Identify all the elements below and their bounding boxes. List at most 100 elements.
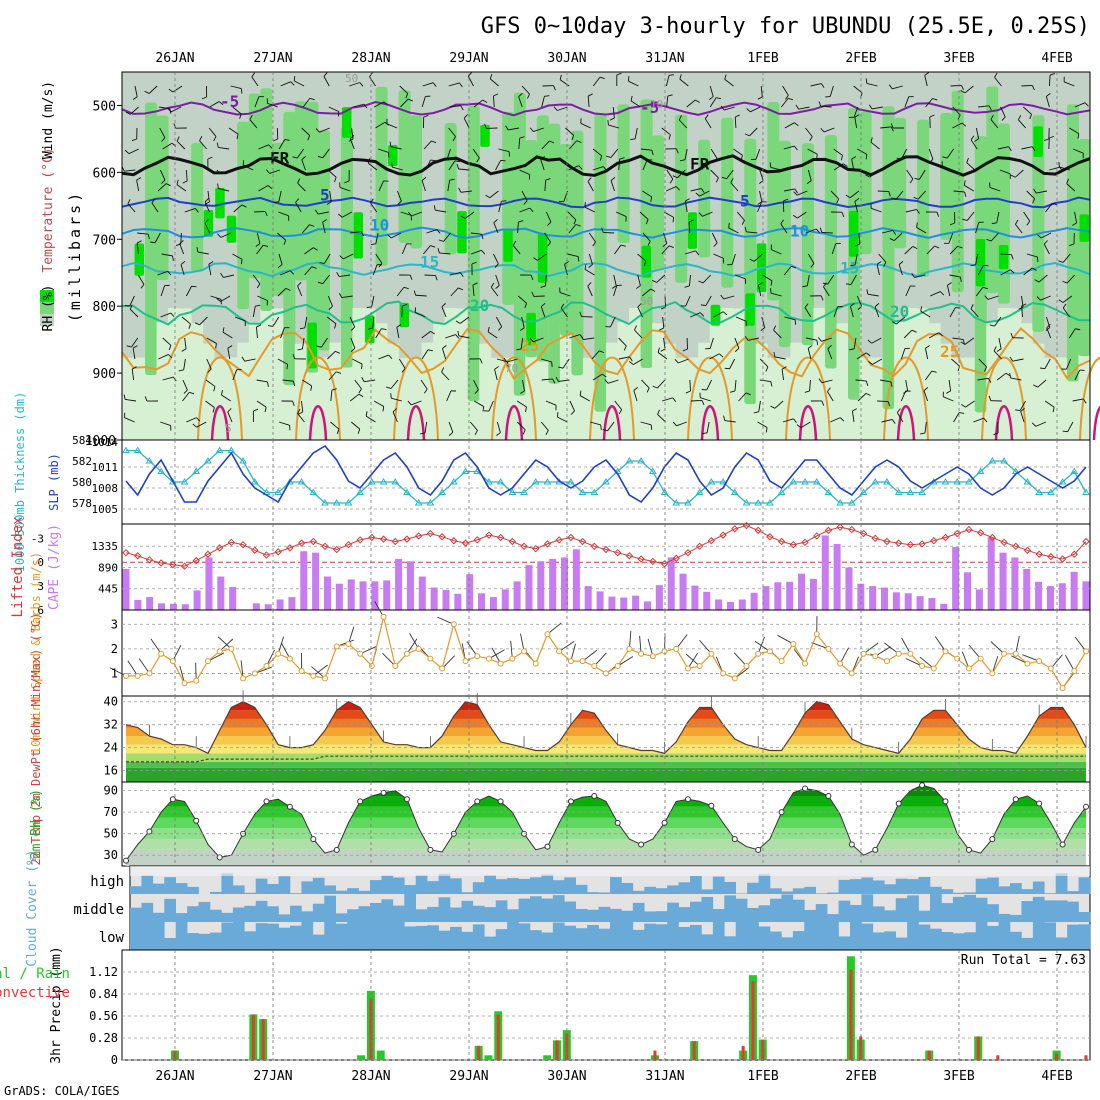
wind-barb (458, 168, 470, 171)
wind10m-marker (169, 658, 176, 665)
wind-barb-flag (914, 178, 920, 180)
wind-barb (506, 358, 518, 363)
wind-barb (278, 253, 283, 265)
cloud-cell (907, 879, 919, 894)
wind-barb (588, 232, 596, 243)
wind-barb-flag (427, 349, 433, 352)
wind-barb-flag (983, 417, 988, 423)
thickness-marker (461, 467, 470, 474)
wind-barb (494, 369, 498, 381)
wind-barb (519, 169, 530, 175)
wind-barb-flag (587, 93, 593, 97)
wind-barb (392, 411, 398, 423)
top-date-label: 3FEB (943, 51, 974, 66)
wind-barb-flag (1018, 306, 1024, 310)
cloud-cell (210, 909, 222, 922)
cloud-cell (690, 876, 702, 894)
wind-barb-flag (785, 95, 789, 100)
wind-barb (662, 397, 673, 402)
wind-barb-flag (962, 218, 968, 221)
wind-barb-flag (810, 263, 815, 268)
wind-barb-flag (531, 291, 535, 297)
cape-bar (442, 589, 450, 610)
lifted-marker (590, 542, 599, 551)
cloud-cell (564, 925, 577, 950)
wind-barb (613, 285, 618, 297)
wind-barb-flag (326, 201, 332, 205)
wind-barb (396, 287, 405, 297)
wind-barb (517, 221, 519, 234)
rh-green-column (525, 139, 538, 358)
wind-barb (559, 79, 570, 87)
cape-bar (1023, 568, 1031, 610)
pressure-tick-label: 600 (93, 166, 116, 181)
wind-barb (949, 307, 956, 318)
wind10m-barb (961, 651, 970, 669)
wind-barb-flag (820, 127, 825, 133)
wind-barb (1066, 274, 1075, 284)
wind-barb (559, 292, 571, 297)
cloud-cell (518, 898, 531, 922)
wind-barb (378, 354, 389, 360)
cloud-cell (152, 912, 165, 922)
cloud-cell (301, 881, 314, 894)
precip-panel: 00.280.560.841.12 Run Total = 7.63 3hr P… (0, 946, 1091, 1067)
wind-barb-flag (606, 155, 612, 158)
cloud-cell (930, 894, 942, 922)
cloud-cell (244, 892, 257, 894)
wind-barb (541, 140, 550, 150)
wind-barb-flag (701, 188, 705, 193)
cape-bar (643, 601, 651, 610)
wind-barb-flag (168, 354, 173, 359)
wind-barb-flag (516, 348, 522, 351)
wind10m-marker (204, 658, 211, 665)
wind-barb (796, 190, 808, 196)
wind-barb-flag (500, 159, 506, 162)
rh-light-column (410, 357, 423, 440)
wind-barb-flag (545, 178, 551, 181)
wind-barb-flag (559, 74, 562, 80)
cloud-cell (667, 922, 679, 950)
wind-barb-flag (1031, 146, 1036, 152)
wind10m-barb (172, 644, 182, 662)
rh-light-column (191, 323, 204, 440)
wind-barb-flag (955, 307, 961, 309)
precip-convective-bar (741, 1045, 745, 1060)
wind-barb-flag (961, 85, 964, 91)
wind-barb-flag (255, 243, 261, 247)
wind-barb (661, 127, 671, 136)
lifted-tick-label: 3 (37, 580, 44, 593)
wind-barb (517, 295, 527, 304)
wind-barb-flag (176, 136, 180, 142)
wind-barb (690, 399, 703, 402)
wind-barb (218, 146, 230, 150)
cloud-cell (872, 880, 885, 894)
wind-barb (364, 379, 376, 383)
wind10m-marker (322, 675, 329, 682)
precip-convective-bar (751, 981, 755, 1060)
wind-barb-flag (623, 345, 627, 351)
thickness-marker (871, 478, 880, 485)
thickness-marker (286, 478, 294, 485)
lifted-marker (649, 557, 657, 566)
wind-barb (709, 85, 714, 97)
wind-barb (1000, 106, 1006, 118)
wind-barb (218, 188, 230, 192)
wind-barb (132, 348, 136, 360)
cloud-cell (324, 895, 337, 922)
cloud-cell (792, 888, 805, 894)
wind-barb-flag (525, 406, 527, 412)
wind-barb (876, 264, 880, 276)
wind-barb-flag (140, 284, 145, 289)
cloud-cell (907, 922, 919, 950)
wind-barb-flag (433, 205, 436, 211)
wind-barb (375, 253, 383, 264)
cloud-cell (438, 873, 451, 894)
cloud-cell (724, 881, 737, 894)
wind-barb (896, 316, 906, 325)
lifted-marker (567, 533, 575, 542)
wind-barb-flag (292, 400, 295, 406)
cloud-cell (735, 893, 748, 894)
wind-barb-flag (660, 348, 666, 352)
